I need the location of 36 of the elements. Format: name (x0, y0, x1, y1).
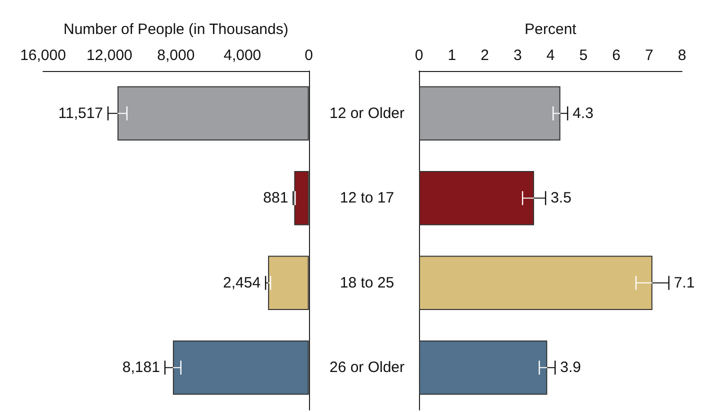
x-tick-label: 0 (414, 47, 424, 64)
data-label: 4.3 (572, 104, 594, 122)
x-tick-label: 3 (513, 47, 522, 64)
x-tick-label: 0 (304, 47, 313, 64)
y-tick-label: 12 to 17 (340, 190, 394, 207)
data-label: 11,517 (58, 104, 104, 122)
y-tick-label: 12 or Older (329, 104, 405, 122)
data-label: 7.1 (674, 274, 695, 292)
x-tick-label: 1 (448, 47, 456, 64)
bar (419, 171, 534, 226)
x-tick-label: 2 (480, 47, 489, 64)
data-label: 881 (263, 190, 288, 207)
x-tick-label: 16,000 (20, 47, 66, 64)
bar (294, 171, 309, 226)
data-label: 2,454 (223, 274, 261, 292)
x-tick-label: 7 (644, 47, 654, 64)
x-tick-label: 5 (579, 47, 588, 64)
data-label: 3.5 (550, 190, 572, 207)
x-tick-label: 4,000 (224, 47, 262, 64)
bar (117, 86, 309, 140)
data-label: 3.9 (560, 359, 581, 376)
x-tick-label: 8 (678, 47, 686, 64)
x-tick-label: 8,000 (157, 47, 195, 64)
bar (419, 86, 560, 140)
bar (172, 340, 309, 395)
data-label: 8,181 (122, 359, 160, 376)
x-tick-label: 4 (546, 47, 555, 64)
x-tick-label: 6 (612, 47, 620, 64)
x-axis-title: Percent (524, 21, 578, 38)
x-axis-title: Number of People (in Thousands) (63, 21, 288, 38)
bar (268, 256, 309, 310)
bar (419, 256, 652, 310)
y-tick-label: 26 or Older (329, 359, 405, 376)
bar (419, 340, 548, 395)
y-tick-label: 18 to 25 (340, 274, 394, 292)
x-tick-label: 12,000 (86, 47, 132, 64)
